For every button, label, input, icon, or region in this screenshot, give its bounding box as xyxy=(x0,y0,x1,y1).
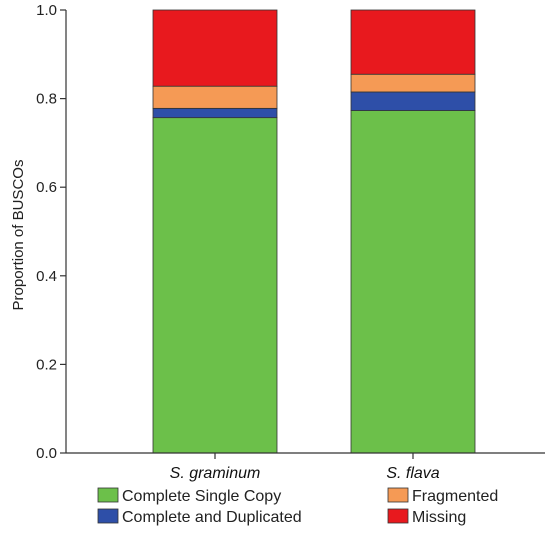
legend-swatch xyxy=(97,487,119,503)
y-tick-label: 0.6 xyxy=(36,179,57,196)
bar-segment xyxy=(152,85,278,109)
legend-swatch xyxy=(387,487,409,503)
bar-segment xyxy=(350,73,476,93)
y-tick-label: 0.4 xyxy=(36,268,57,285)
y-axis-title: Proportion of BUSCOs xyxy=(10,160,27,311)
legend-label: Complete and Duplicated xyxy=(122,509,302,526)
y-tick-label: 0.0 xyxy=(36,445,57,462)
y-tick-label: 0.8 xyxy=(36,91,57,108)
legend-swatch xyxy=(387,508,409,524)
bar-segment xyxy=(350,91,476,111)
legend-label: Missing xyxy=(412,509,466,526)
bar-segment xyxy=(152,117,278,454)
legend: Complete Single Copy Fragmented Complete a… xyxy=(97,487,498,526)
legend-label: Complete Single Copy xyxy=(122,488,281,505)
legend-swatch xyxy=(97,508,119,524)
bar-segment xyxy=(350,110,476,454)
x-category-label: S. flava xyxy=(386,465,439,482)
bar-segment xyxy=(152,9,278,87)
y-tick-label: 1.0 xyxy=(36,2,57,19)
x-category-label: S. graminum xyxy=(170,465,261,482)
bar-segment xyxy=(350,9,476,75)
legend-label: Fragmented xyxy=(412,488,498,505)
y-tick-label: 0.2 xyxy=(36,356,57,373)
bar-segment xyxy=(152,107,278,119)
